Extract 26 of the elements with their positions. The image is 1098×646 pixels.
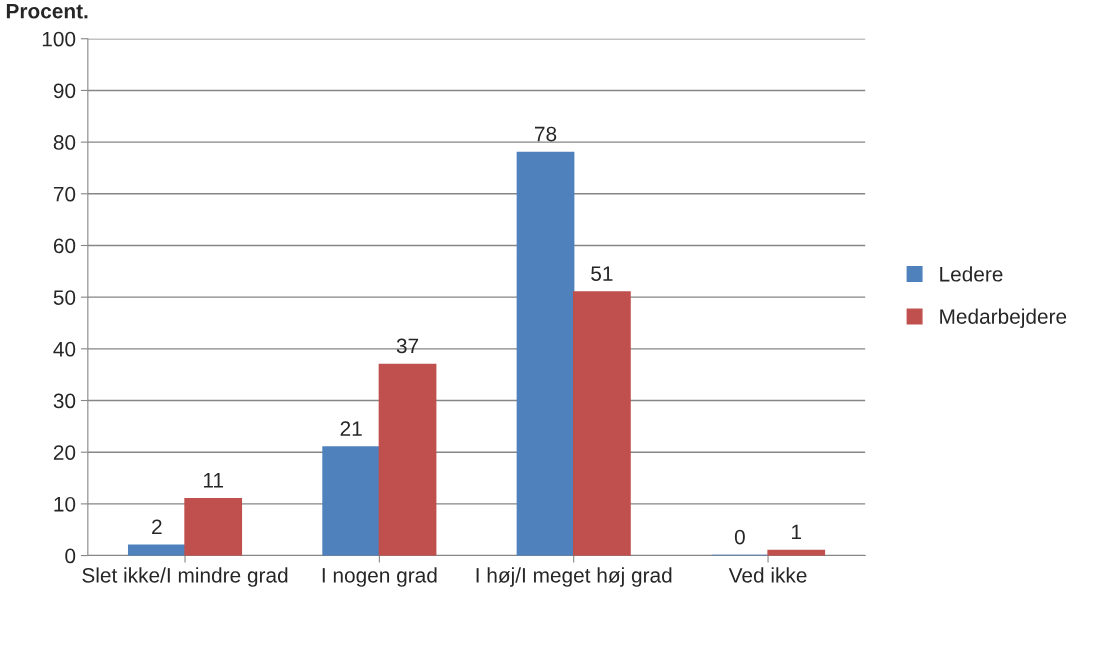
x-tick-label: Slet ikke/I mindre grad — [82, 567, 288, 587]
data-label: 78 — [535, 126, 557, 142]
x-tick-label: Ved ikke — [728, 567, 807, 583]
data-label: 2 — [152, 519, 162, 534]
y-tick-label: 100 — [42, 31, 76, 47]
chart-title: Procent. — [6, 3, 88, 19]
y-tick-label: 20 — [53, 445, 76, 460]
data-label: 37 — [396, 338, 419, 354]
y-tick-label: 0 — [65, 548, 76, 564]
legend-label: Ledere — [940, 266, 1003, 282]
data-label: 1 — [792, 524, 802, 540]
x-tick-label: I nogen grad — [322, 567, 437, 587]
data-label: 21 — [340, 421, 362, 436]
y-tick-label: 60 — [53, 238, 76, 254]
y-tick-label: 30 — [53, 393, 76, 409]
y-tick-label: 40 — [53, 341, 76, 357]
x-tick-label: I høj/I meget høj grad — [476, 567, 672, 587]
y-tick-label: 70 — [53, 186, 76, 202]
y-tick-label: 10 — [54, 496, 76, 512]
y-tick-label: 50 — [53, 290, 76, 305]
legend-label: Medarbejdere — [940, 308, 1067, 329]
y-tick-label: 80 — [53, 135, 76, 150]
data-label: 0 — [734, 529, 745, 545]
y-tick-label: 90 — [53, 83, 76, 99]
data-label: 51 — [591, 266, 613, 281]
data-label: 11 — [203, 473, 223, 488]
